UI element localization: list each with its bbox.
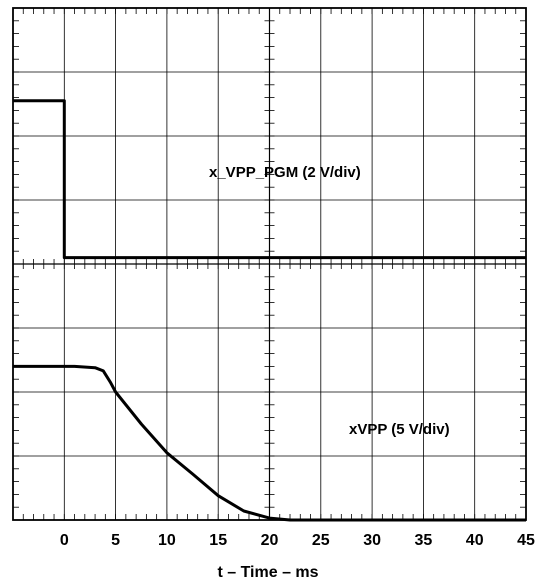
x-tick-label: 25 [312, 532, 330, 549]
x-tick-label: 15 [209, 532, 227, 549]
x-tick-label: 40 [466, 532, 484, 549]
x-tick-label: 35 [415, 532, 433, 549]
x-tick-label: 10 [158, 532, 176, 549]
x-tick-label: 30 [363, 532, 381, 549]
x-axis-label: t – Time – ms [217, 564, 318, 581]
x-tick-labels: 0 5 10 15 20 25 30 35 40 45 [60, 532, 535, 549]
x-tick-label: 20 [261, 532, 279, 549]
trace-1 [13, 364, 526, 522]
traces [13, 99, 526, 522]
labels: x_VPP_PGM (2 V/div) xVPP (5 V/div) t – T… [209, 164, 450, 581]
trace-0 [13, 99, 526, 260]
x-tick-label: 5 [111, 532, 120, 549]
plot-frame [12, 7, 527, 521]
graticule [12, 7, 527, 521]
series-label-x-vpp-pgm: x_VPP_PGM (2 V/div) [209, 164, 361, 181]
x-tick-label: 0 [60, 532, 69, 549]
series-label-xvpp: xVPP (5 V/div) [349, 421, 450, 438]
x-tick-label: 45 [517, 532, 535, 549]
